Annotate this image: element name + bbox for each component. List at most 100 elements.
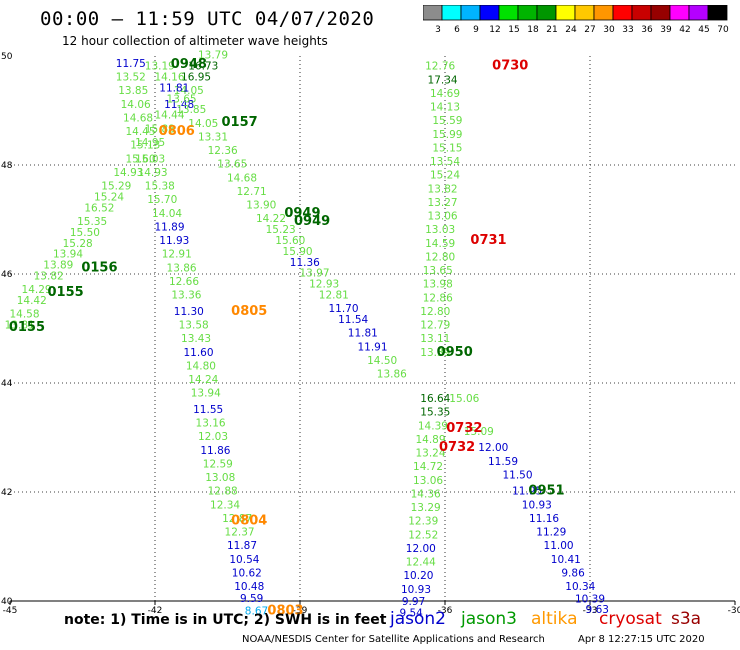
x-tick-label: -33 <box>583 606 598 616</box>
wave-height-value: 14.45 <box>125 126 155 138</box>
wave-height-value: 11.29 <box>536 527 566 539</box>
wave-height-value: 13.08 <box>205 472 235 484</box>
wave-height-value: 10.54 <box>229 554 259 566</box>
wave-height-value: 13.36 <box>171 290 201 302</box>
wave-height-value: 10.41 <box>551 554 581 566</box>
wave-height-value: 13.65 <box>217 159 247 171</box>
footer-note: note: 1) Time is in UTC; 2) SWH is in fe… <box>64 612 387 628</box>
wave-height-value: 14.05 <box>188 118 218 130</box>
wave-height-value: 12.03 <box>198 431 228 443</box>
wave-height-value: 12.00 <box>406 543 436 555</box>
wave-height-value: 13.16 <box>196 418 226 430</box>
wave-height-value: 15.28 <box>63 238 93 250</box>
wave-height-value: 12.91 <box>162 249 192 261</box>
wave-height-value: 14.42 <box>17 295 47 307</box>
wave-height-value: 11.60 <box>183 347 213 359</box>
wave-height-value: 14.13 <box>430 102 460 114</box>
wave-height-value: 15.35 <box>77 216 107 228</box>
wave-height-value: 16.73 <box>188 61 218 73</box>
wave-height-value: 11.81 <box>348 328 378 340</box>
wave-height-value: 12.34 <box>210 499 240 511</box>
wave-height-value: 13.31 <box>198 131 228 143</box>
wave-height-value: 13.89 <box>43 260 73 272</box>
wave-height-value: 13.98 <box>423 279 453 291</box>
wave-height-value: 12.00 <box>478 442 508 454</box>
pass-time-label: 0948 <box>171 57 207 72</box>
wave-height-value: 9.63 <box>586 604 609 616</box>
wave-height-value: 13.79 <box>198 50 228 62</box>
colorbar-label: 18 <box>527 25 539 35</box>
pass-time-label: 0156 <box>81 260 117 275</box>
footer-timestamp: Apr 8 12:27:15 UTC 2020 <box>578 634 705 645</box>
wave-height-value: 13.86 <box>377 369 407 381</box>
wave-height-value: 10.93 <box>522 499 552 511</box>
wave-height-value: 13.27 <box>428 197 458 209</box>
wave-height-value: 14.04 <box>152 208 182 220</box>
wave-height-value: 15.88 <box>145 123 175 135</box>
wave-height-value: 10.93 <box>401 584 431 596</box>
pass-time-label: 0805 <box>231 304 267 319</box>
wave-height-value: 13.94 <box>53 249 83 261</box>
wave-height-value: 15.50 <box>70 227 100 239</box>
pass-time-label: 0804 <box>231 514 267 529</box>
pass-time-label: 0157 <box>221 115 257 130</box>
wave-height-value: 8.67 <box>245 606 268 618</box>
colorbar-label: 39 <box>660 25 672 35</box>
pass-time-label: 0732 <box>439 440 475 455</box>
wave-height-value: 16.52 <box>84 202 114 214</box>
wave-height-value: 13.29 <box>411 502 441 514</box>
wave-height-value: 10.34 <box>565 581 595 593</box>
wave-height-value: 11.16 <box>529 513 559 525</box>
wave-height-value: 14.59 <box>425 238 455 250</box>
wave-height-value: 14.22 <box>256 213 286 225</box>
wave-height-value: 13.24 <box>415 448 445 460</box>
wave-height-value: 10.48 <box>234 581 264 593</box>
wave-height-value: 13.39 <box>420 347 450 359</box>
wave-height-value: 14.50 <box>367 355 397 367</box>
y-tick-label: 44 <box>1 379 13 389</box>
wave-height-value: 9.54 <box>399 607 423 619</box>
pass-time-label: 0803 <box>267 604 303 619</box>
wave-height-value: 10.39 <box>575 594 605 606</box>
wave-height-value: 13.90 <box>246 200 276 212</box>
wave-height-value: 12.80 <box>420 306 450 318</box>
wave-height-value: 13.85 <box>118 85 148 97</box>
wave-height-value: 11.30 <box>174 306 204 318</box>
wave-height-value: 11.87 <box>227 540 257 552</box>
wave-height-value: 12.79 <box>420 320 450 332</box>
wave-height-value: 11.50 <box>502 469 532 481</box>
wave-height-value: 11.59 <box>488 456 518 468</box>
wave-height-value: 15.60 <box>275 235 305 247</box>
colorbar-label: 6 <box>454 25 460 35</box>
wave-height-value: 13.43 <box>181 333 211 345</box>
wave-height-value: 14.95 <box>135 137 165 149</box>
wave-height-value: 14.93 <box>138 167 168 179</box>
wave-height-value: 15.60 <box>125 153 155 165</box>
wave-height-value: 15.90 <box>283 246 313 258</box>
wave-height-value: 13.65 <box>167 93 197 105</box>
colorbar-label: 36 <box>641 25 653 35</box>
colorbar-label: 12 <box>489 25 500 35</box>
wave-height-value: 13.54 <box>430 156 460 168</box>
wave-height-value: 11.89 <box>154 221 184 233</box>
wave-height-value: 14.29 <box>22 284 52 296</box>
wave-height-value: 11.86 <box>200 445 230 457</box>
wave-height-value: 14.69 <box>430 88 460 100</box>
legend-cryosat: cryosat <box>599 609 662 629</box>
colorbar-label: 27 <box>584 25 595 35</box>
wave-height-value: 15.09 <box>464 426 494 438</box>
wave-height-value: 13.65 <box>423 265 453 277</box>
wave-height-value: 13.86 <box>167 262 197 274</box>
wave-height-value: 14.44 <box>154 110 184 122</box>
wave-height-value: 13.81 <box>5 320 35 332</box>
pass-time-label: 0155 <box>9 320 45 335</box>
x-tick-label: -39 <box>293 606 308 616</box>
colorbar-label: 33 <box>622 25 633 35</box>
legend-altika: altika <box>531 609 578 629</box>
wave-height-value: 11.00 <box>544 540 574 552</box>
colorbar-label: 24 <box>565 25 577 35</box>
chart-subtitle: 12 hour collection of altimeter wave hei… <box>62 34 328 48</box>
wave-height-value: 12.39 <box>408 516 438 528</box>
wave-height-value: 15.24 <box>430 170 460 182</box>
